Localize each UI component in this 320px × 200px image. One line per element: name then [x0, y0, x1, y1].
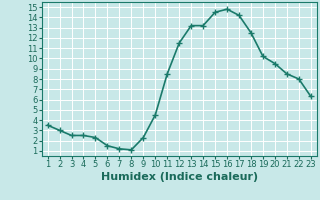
X-axis label: Humidex (Indice chaleur): Humidex (Indice chaleur): [100, 172, 258, 182]
